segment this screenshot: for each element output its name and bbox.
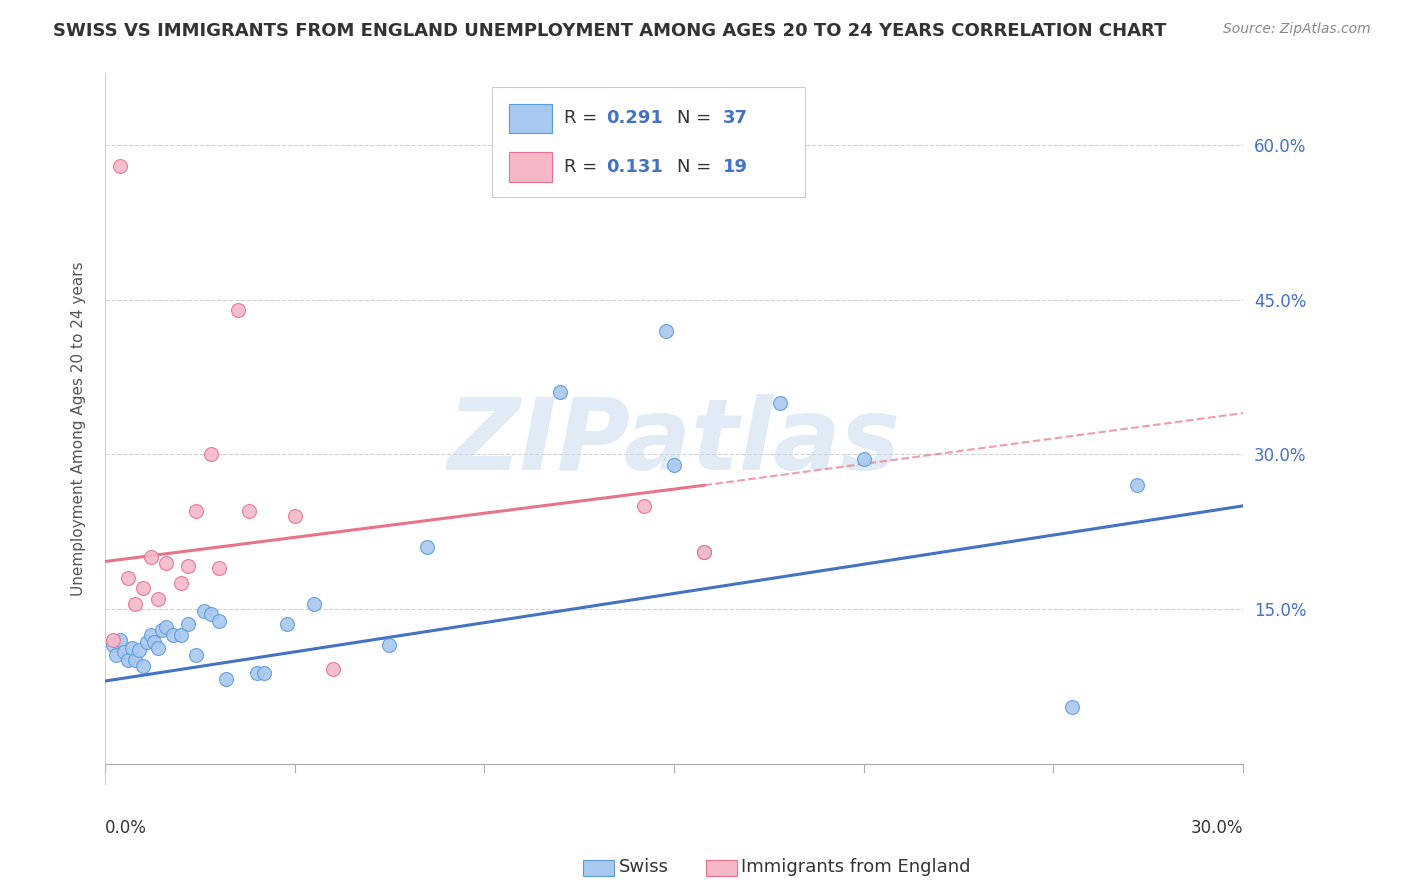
Point <box>146 591 169 606</box>
Point <box>150 623 173 637</box>
Point <box>184 504 207 518</box>
Point <box>155 556 177 570</box>
Point <box>1062 699 1084 714</box>
Point <box>121 641 143 656</box>
Point <box>548 385 571 400</box>
Point <box>193 604 215 618</box>
Text: R =: R = <box>564 109 603 127</box>
Point <box>662 458 685 472</box>
Point <box>124 653 146 667</box>
Point <box>322 662 344 676</box>
Point <box>101 632 124 647</box>
Point <box>655 324 678 338</box>
Point <box>139 628 162 642</box>
Point <box>146 641 169 656</box>
Point <box>155 620 177 634</box>
Point <box>416 540 439 554</box>
Point <box>215 672 238 686</box>
Text: Immigrants from England: Immigrants from England <box>741 858 970 876</box>
Point <box>1126 478 1149 492</box>
Point <box>693 545 716 559</box>
Text: N =: N = <box>678 158 717 176</box>
Point <box>184 648 207 663</box>
Point <box>226 303 249 318</box>
Point <box>378 638 401 652</box>
Point <box>162 628 184 642</box>
Point <box>769 396 792 410</box>
Text: 19: 19 <box>723 158 748 176</box>
Text: Source: ZipAtlas.com: Source: ZipAtlas.com <box>1223 22 1371 37</box>
Point <box>117 653 139 667</box>
Point <box>238 504 260 518</box>
Text: 0.291: 0.291 <box>606 109 662 127</box>
Text: 0.131: 0.131 <box>606 158 662 176</box>
Text: 0.0%: 0.0% <box>105 819 146 837</box>
Point <box>105 648 128 663</box>
Point <box>200 607 222 621</box>
Point <box>108 632 131 647</box>
Point <box>132 658 155 673</box>
Point <box>200 447 222 461</box>
Point <box>177 617 200 632</box>
FancyBboxPatch shape <box>492 87 804 197</box>
Point <box>132 582 155 596</box>
Text: SWISS VS IMMIGRANTS FROM ENGLAND UNEMPLOYMENT AMONG AGES 20 TO 24 YEARS CORRELAT: SWISS VS IMMIGRANTS FROM ENGLAND UNEMPLO… <box>53 22 1167 40</box>
Point <box>101 638 124 652</box>
Point <box>135 635 157 649</box>
Point <box>170 628 193 642</box>
Text: Swiss: Swiss <box>619 858 669 876</box>
Text: ZIPatlas: ZIPatlas <box>447 394 901 491</box>
Point <box>852 452 875 467</box>
Point <box>302 597 325 611</box>
Point <box>170 576 193 591</box>
Y-axis label: Unemployment Among Ages 20 to 24 years: Unemployment Among Ages 20 to 24 years <box>72 261 86 596</box>
Point <box>208 560 231 574</box>
Point <box>177 558 200 573</box>
Point <box>128 643 150 657</box>
Text: N =: N = <box>678 109 717 127</box>
Point <box>693 545 716 559</box>
Point <box>246 665 269 680</box>
Point <box>276 617 298 632</box>
Text: R =: R = <box>564 158 603 176</box>
Point <box>284 509 307 524</box>
Text: 30.0%: 30.0% <box>1191 819 1243 837</box>
Point <box>124 597 146 611</box>
Point <box>208 615 231 629</box>
Bar <box>509 152 553 182</box>
Point <box>633 499 655 513</box>
Point <box>253 665 276 680</box>
Point <box>108 159 131 173</box>
Point <box>143 635 166 649</box>
Point <box>139 550 162 565</box>
Text: 37: 37 <box>723 109 748 127</box>
Point <box>117 571 139 585</box>
Point <box>112 645 135 659</box>
Bar <box>509 103 553 134</box>
